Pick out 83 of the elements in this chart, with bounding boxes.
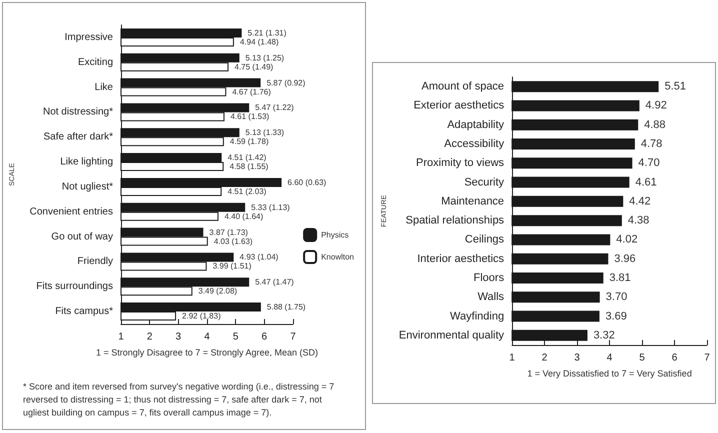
data-label: 4.51 (1.42) <box>228 153 267 162</box>
y-tick-label: Not distressing* <box>42 106 114 118</box>
x-tick-label: 5 <box>639 352 646 364</box>
data-label: 5.21 (1.31) <box>248 28 287 38</box>
data-label: 3.32 <box>593 329 615 342</box>
y-tick-label: Exterior aesthetics <box>414 100 505 112</box>
x-tick-label: 6 <box>672 352 678 364</box>
x-tick-label: 7 <box>704 352 710 364</box>
x-tick-label: 2 <box>146 332 153 342</box>
x-tick-label: 1 <box>118 332 124 342</box>
data-label: 4.03 (1.63) <box>214 236 253 246</box>
data-label: 5.13 (1.25) <box>245 53 284 62</box>
data-label: 5.47 (1.47) <box>255 278 294 287</box>
y-tick-label: Fits campus* <box>55 306 114 318</box>
y-tick-label: Ceilings <box>464 234 505 246</box>
legend-label: Knowlton <box>321 252 354 262</box>
data-label: 4.92 <box>645 100 667 112</box>
y-tick-label: Like lighting <box>60 156 113 168</box>
data-label: 4.70 <box>638 157 660 170</box>
data-label: 3.81 <box>609 272 631 284</box>
x-tick-label: 3 <box>176 332 182 342</box>
y-tick-label: Maintenance <box>441 195 504 208</box>
y-tick-label: Interior aesthetics <box>417 252 505 265</box>
x-tick-label: 4 <box>204 332 210 342</box>
x-tick-label: 4 <box>606 352 613 364</box>
data-label: 3.49 (2.08) <box>198 286 238 296</box>
text: * Score and item reversed from survey's negative wording (i.e., distressing = 7 reversed to distressing = 1; thus not distressing = 7, safe after dark = 7, not ugliest building on campus = 7, fits overall campus image = 7). <box>23 382 337 418</box>
data-label: 4.67 (1.76) <box>232 87 272 96</box>
x-tick-label: 5 <box>232 332 239 342</box>
y-tick-label: Friendly <box>77 256 113 268</box>
data-label: 4.75 (1.49) <box>234 62 274 72</box>
y-tick-label: Exciting <box>78 56 113 68</box>
y-tick-label: Wayfinding <box>450 310 504 322</box>
data-label: 4.51 (2.03) <box>228 186 267 196</box>
data-label: 4.61 <box>635 176 657 188</box>
y-tick-label: Adaptability <box>447 118 505 131</box>
y-tick-label: Impressive <box>64 32 114 43</box>
x-tick-label: 6 <box>262 332 268 342</box>
y-tick-label: Convenient entries <box>30 206 113 218</box>
data-label: 4.94 (1.48) <box>240 37 279 46</box>
data-label: 4.88 <box>644 118 666 131</box>
x-tick-label: 1 <box>509 352 516 364</box>
data-label: 3.99 (1.51) <box>212 262 252 271</box>
y-tick-label: Floors <box>474 272 505 284</box>
data-label: 5.47 (1.22) <box>255 103 294 112</box>
x-axis-title: 1 = Strongly Disagree to 7 = Strongly Agree, Mean (SD) <box>96 348 318 358</box>
data-label: 4.02 <box>616 234 638 246</box>
data-label: 3.96 <box>614 252 636 265</box>
data-label: 5.87 (0.92) <box>266 78 306 88</box>
x-tick-label: 3 <box>574 352 580 364</box>
y-tick-label: Proximity to views <box>416 157 505 170</box>
y-tick-label: Go out of way <box>51 231 113 242</box>
y-tick-label: Security <box>464 176 505 188</box>
data-label: 6.60 (0.63) <box>288 178 327 187</box>
data-label: 2.92 (1.83) <box>182 312 222 321</box>
x-tick-label: 2 <box>542 352 548 364</box>
data-label: 5.13 (1.33) <box>245 128 284 138</box>
x-tick-label: 7 <box>290 332 296 342</box>
data-label: 5.88 (1.75) <box>266 302 306 312</box>
data-label: 4.40 (1.64) <box>224 212 264 221</box>
y-tick-label: Environmental quality <box>398 329 505 342</box>
data-label: 4.78 <box>640 138 662 150</box>
data-label: 3.87 (1.73) <box>209 228 248 237</box>
y-tick-label: Amount of space <box>422 80 504 93</box>
y-tick-label: Safe after dark* <box>44 132 114 143</box>
data-label: 4.59 (1.78) <box>230 137 269 146</box>
data-label: 4.93 (1.04) <box>240 252 279 262</box>
x-axis-title: 1 = Very Dissatisfied to 7 = Very Satisfied <box>527 368 692 378</box>
data-label: 3.69 <box>605 310 627 322</box>
y-tick-label: Like <box>94 82 114 93</box>
legend-label: Physics <box>321 230 349 240</box>
data-label: 4.38 <box>628 214 650 227</box>
data-label: 4.58 (1.55) <box>230 162 269 172</box>
y-tick-label: Walls <box>478 291 505 304</box>
y-tick-label: Not ugliest* <box>62 181 114 192</box>
data-label: 4.42 <box>629 195 651 208</box>
data-label: 5.51 <box>664 80 686 93</box>
data-label: 4.61 (1.53) <box>230 112 270 122</box>
y-tick-label: Accessibility <box>444 138 505 150</box>
y-tick-label: Spatial relationships <box>406 214 505 227</box>
data-label: 5.33 (1.13) <box>251 202 290 212</box>
data-label: 3.70 <box>606 291 628 304</box>
y-tick-label: Fits surroundings <box>36 281 113 292</box>
